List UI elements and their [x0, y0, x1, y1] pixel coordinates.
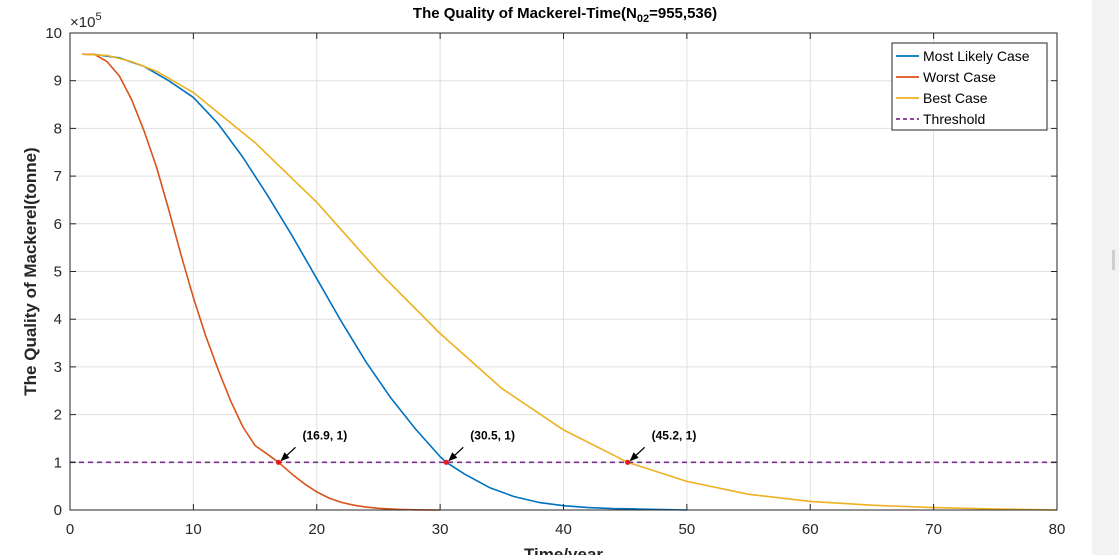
legend[interactable]: Most Likely Case Worst Case Best Case Thres… — [891, 42, 1048, 131]
y-tick-label: 1 — [54, 454, 62, 471]
annotation-arrow-head — [280, 452, 290, 462]
x-tick-label: 50 — [679, 521, 696, 538]
annotation-label: (45.2, 1) — [652, 428, 697, 442]
y-exponent-base: ×10 — [70, 14, 95, 31]
series-lines — [70, 53, 1058, 511]
legend-box — [891, 42, 1048, 131]
intersection-markers: (16.9, 1) (30.5, 1) (45.2, 1) — [275, 428, 697, 465]
y-tick-label: 6 — [54, 216, 62, 233]
annotation-arrow-head — [629, 452, 639, 462]
x-tick-label: 20 — [308, 521, 325, 538]
x-tick-label: 0 — [66, 521, 74, 538]
y-exponent-label: ×105 — [70, 11, 102, 31]
x-tick-label: 60 — [802, 521, 819, 538]
chart-title-main: The Quality of Mackerel-Time(N — [413, 5, 637, 22]
chart-title: The Quality of Mackerel-Time(N02=955,536… — [413, 5, 717, 25]
window-side-strip — [1092, 0, 1119, 555]
x-tick-label: 10 — [185, 521, 202, 538]
y-tick-label: 2 — [54, 407, 62, 424]
y-tick-label: 10 — [45, 25, 62, 42]
y-exponent-power: 5 — [95, 11, 101, 23]
annotation-label: (16.9, 1) — [303, 428, 348, 442]
annotation-arrow-head — [448, 452, 458, 462]
y-tick-label: 3 — [54, 359, 62, 376]
scroll-handle[interactable] — [1112, 250, 1115, 270]
y-axis-label: The Quality of Mackerel(tonne) — [21, 147, 40, 395]
legend-entry[interactable]: Best Case — [923, 90, 988, 106]
line-chart: (16.9, 1) (30.5, 1) (45.2, 1) 0 10 20 30 40 50 6… — [21, 5, 1065, 555]
x-tick-label: 70 — [925, 521, 942, 538]
y-tick-label: 9 — [54, 73, 62, 90]
x-tick-label: 80 — [1049, 521, 1066, 538]
legend-entry[interactable]: Most Likely Case — [923, 48, 1030, 64]
y-tick-label: 5 — [54, 264, 62, 281]
y-tick-label: 0 — [54, 502, 62, 519]
y-tick-label: 8 — [54, 120, 62, 137]
y-tick-label: 4 — [54, 311, 62, 328]
x-tick-label: 40 — [555, 521, 572, 538]
intersection-point — [443, 459, 449, 465]
y-tick-label: 7 — [54, 168, 62, 185]
axis-ticks: 0 10 20 30 40 50 60 70 80 0 1 2 3 4 5 6 7 8 9 10 — [45, 25, 1065, 538]
annotation-label: (30.5, 1) — [470, 428, 515, 442]
legend-entry[interactable]: Threshold — [923, 111, 985, 127]
chart-title-subscript: 02 — [637, 13, 649, 25]
intersection-point — [275, 459, 282, 465]
series-line-best-case — [82, 53, 1058, 511]
chart-title-end: =955,536) — [649, 5, 717, 22]
series-line-most-likely-case — [82, 53, 687, 511]
legend-entry[interactable]: Worst Case — [923, 69, 996, 85]
series-line-worst-case — [82, 53, 441, 511]
x-tick-label: 30 — [432, 521, 449, 538]
intersection-point — [625, 459, 631, 465]
x-axis-label: Time/year — [524, 545, 603, 555]
